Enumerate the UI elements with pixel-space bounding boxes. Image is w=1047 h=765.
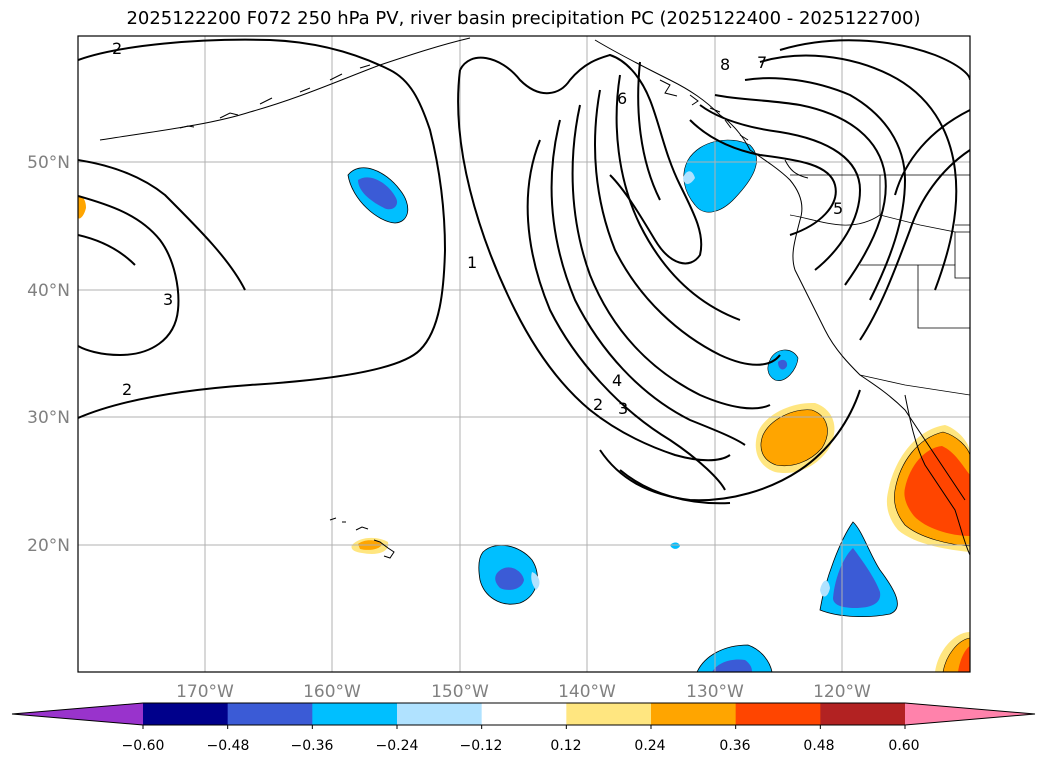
lat-label: 40°N: [27, 281, 70, 301]
colorbar-tick-label: 0.24: [634, 738, 665, 754]
longitude-labels: 170°W 160°W 150°W 140°W 130°W 120°W: [176, 682, 871, 702]
colorbar-segments: [12, 703, 1035, 725]
contour-label: 3: [163, 290, 173, 309]
contour-label: 2: [593, 395, 603, 414]
borders: [789, 174, 970, 396]
lon-label: 150°W: [431, 682, 489, 702]
colorbar-segment: [481, 703, 567, 725]
map-frame: [77, 35, 971, 673]
colorbar-tick-label: −0.24: [376, 738, 419, 754]
colorbar-tick-label: 0.12: [550, 738, 581, 754]
negative-anomaly-region-5: [819, 521, 898, 618]
colorbar-tick-label: 0.36: [719, 738, 750, 754]
colorbar-tick-label: −0.60: [122, 738, 165, 754]
contour-label: 2: [122, 380, 132, 399]
contour-label: 3: [618, 399, 628, 418]
contour-label: 6: [617, 89, 627, 108]
lon-label: 120°W: [813, 682, 871, 702]
contour-label: 2: [112, 39, 122, 58]
lon-label: 160°W: [303, 682, 361, 702]
colorbar-segment: [566, 703, 652, 725]
negative-anomaly-region-2: [683, 139, 757, 213]
colorbar-extend-high: [905, 703, 1035, 725]
map-panel: 2 3 2 1 6 8 7 5 4 2 3: [78, 36, 970, 672]
contour-label: 1: [467, 253, 477, 272]
lon-label: 140°W: [558, 682, 616, 702]
colorbar: −0.60 −0.48 −0.36 −0.24 −0.12 0.12 0.24 …: [11, 702, 1036, 754]
colorbar-tick-labels: −0.60 −0.48 −0.36 −0.24 −0.12 0.12 0.24 …: [122, 738, 920, 754]
contour-label: 5: [833, 199, 843, 218]
negative-anomaly-region-4: [478, 544, 540, 605]
positive-anomaly-region-4: [351, 537, 389, 554]
positive-anomaly-region-3: [935, 632, 970, 672]
contour-label: 7: [757, 53, 767, 72]
lat-label: 20°N: [27, 536, 70, 556]
colorbar-ticks: [142, 725, 906, 729]
colorbar-segment: [397, 703, 483, 725]
positive-anomaly-edge: [78, 195, 86, 219]
colorbar-tick-label: −0.12: [460, 738, 503, 754]
positive-anomaly-region-2: [886, 425, 970, 552]
coastlines: [99, 37, 970, 559]
colorbar-segment: [143, 703, 229, 725]
map-title: 2025122200 F072 250 hPa PV, river basin …: [126, 8, 921, 29]
contour-1-line: [459, 53, 703, 265]
contour-label: 4: [612, 371, 622, 390]
colorbar-segment: [820, 703, 906, 725]
colorbar-tick-label: −0.48: [207, 738, 250, 754]
colorbar-segment: [312, 703, 398, 725]
colorbar-segment: [651, 703, 737, 725]
negative-anomaly-region-1: [347, 167, 409, 224]
contour-2-line: [78, 38, 447, 419]
colorbar-tick-label: 0.60: [888, 738, 919, 754]
positive-anomaly-region-1: [755, 402, 835, 474]
contour-3-line: [78, 195, 180, 357]
lon-label: 130°W: [686, 682, 744, 702]
colorbar-segment: [227, 703, 313, 725]
negative-anomaly-region-3: [767, 349, 799, 381]
negative-anomaly-spot: [670, 542, 680, 549]
negative-anomaly-region-6: [696, 644, 773, 672]
colorbar-extend-low: [12, 703, 143, 725]
contour-label: 8: [720, 55, 730, 74]
lat-label: 50°N: [27, 153, 70, 173]
colorbar-tick-label: −0.36: [291, 738, 334, 754]
pv-contours: [78, 38, 970, 505]
lat-label: 30°N: [27, 408, 70, 428]
precipitation-shading: [78, 139, 970, 672]
colorbar-tick-label: 0.48: [803, 738, 834, 754]
latitude-labels: 50°N 40°N 30°N 20°N: [27, 153, 70, 556]
contour-labels: 2 3 2 1 6 8 7 5 4 2 3: [112, 39, 843, 418]
colorbar-segment: [735, 703, 821, 725]
lon-label: 170°W: [176, 682, 234, 702]
